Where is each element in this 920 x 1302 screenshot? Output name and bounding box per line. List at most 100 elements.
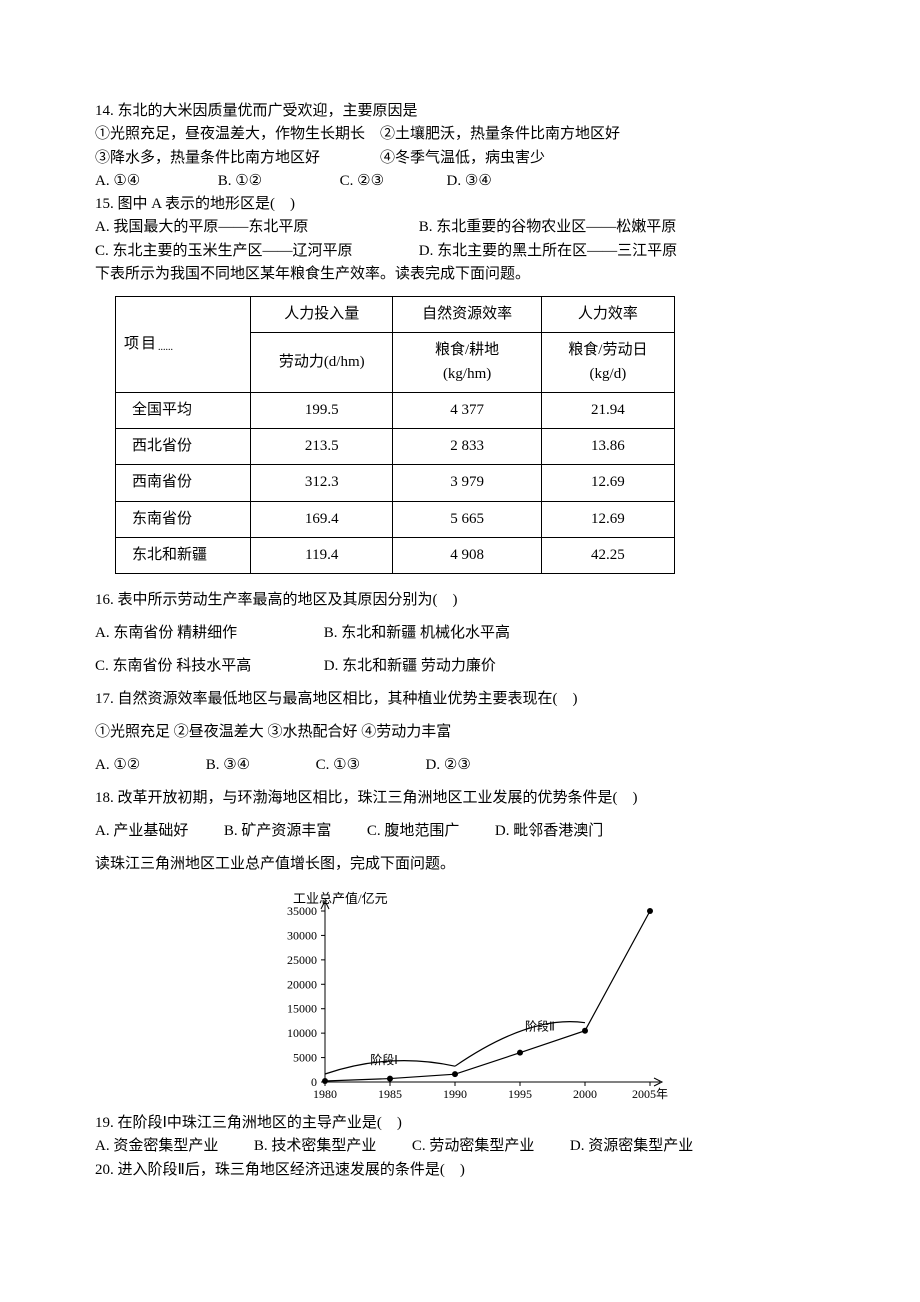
svg-text:1980: 1980 [313,1087,337,1101]
q17-opt-c: C. ①③ [316,757,360,773]
row-label: 西北省份 [116,429,251,465]
th-resource-eff: 自然资源效率 [393,297,541,333]
q16-opt-a: A. 东南省份 精耕细作 [95,617,320,650]
q14-opt-a: A. ①④ [95,173,140,189]
q15-options-row2: C. 东北主要的玉米生产区——辽河平原 D. 东北主要的黑土所在区——三江平原 [95,240,825,263]
q19-opt-c: C. 劳动密集型产业 [412,1138,535,1154]
cell: 3 979 [393,465,541,501]
q17-options: A. ①② B. ③④ C. ①③ D. ②③ [95,749,825,782]
row-label: 东北和新疆 [116,537,251,573]
q18-options: A. 产业基础好 B. 矿产资源丰富 C. 腹地范围广 D. 毗邻香港澳门 [95,815,825,848]
document-page: 14. 东北的大米因质量优而广受欢迎，主要原因是 ①光照充足，昼夜温差大，作物生… [0,0,920,1222]
table-row: 全国平均 199.5 4 377 21.94 [116,392,675,428]
cell: 213.5 [251,429,393,465]
svg-text:25000: 25000 [287,953,317,967]
cell: 169.4 [251,501,393,537]
q19-opt-d: D. 资源密集型产业 [570,1138,693,1154]
q16-opt-c: C. 东南省份 科技水平高 [95,650,320,683]
cell: 2 833 [393,429,541,465]
q15-opt-a: A. 我国最大的平原——东北平原 [95,216,415,239]
q19-stem: 19. 在阶段Ⅰ中珠江三角洲地区的主导产业是( ) [95,1112,825,1135]
q19-opt-a: A. 资金密集型产业 [95,1138,218,1154]
line-chart-svg: 工业总产值/亿元05000100001500020000250003000035… [250,889,670,1104]
cell: 4 377 [393,392,541,428]
table-intro: 下表所示为我国不同地区某年粮食生产效率。读表完成下面问题。 [95,263,825,286]
mid-questions: 16. 表中所示劳动生产率最高的地区及其原因分别为( ) A. 东南省份 精耕细… [95,584,825,881]
th-labor-unit: 劳动力(d/hm) [251,333,393,393]
svg-text:15000: 15000 [287,1002,317,1016]
svg-text:35000: 35000 [287,904,317,918]
table-row: 东北和新疆 119.4 4 908 42.25 [116,537,675,573]
q16-opt-b: B. 东北和新疆 机械化水平高 [324,625,510,641]
q16-options-row2: C. 东南省份 科技水平高 D. 东北和新疆 劳动力廉价 [95,650,825,683]
q14-opt-c: C. ②③ [340,173,384,189]
cell: 5 665 [393,501,541,537]
q15-opt-b: B. 东北重要的谷物农业区——松嫩平原 [419,219,677,235]
cell: 312.3 [251,465,393,501]
svg-text:2005年: 2005年 [632,1087,668,1101]
after-chart-questions: 19. 在阶段Ⅰ中珠江三角洲地区的主导产业是( ) A. 资金密集型产业 B. … [95,1112,825,1182]
q15-opt-c: C. 东北主要的玉米生产区——辽河平原 [95,240,415,263]
industrial-output-chart: 工业总产值/亿元05000100001500020000250003000035… [250,889,670,1104]
q19-options: A. 资金密集型产业 B. 技术密集型产业 C. 劳动密集型产业 D. 资源密集… [95,1135,825,1158]
row-label: 东南省份 [116,501,251,537]
svg-text:1985: 1985 [378,1087,402,1101]
th-labor-eff: 人力效率 [541,297,674,333]
table-corner: 项目...... [116,297,251,393]
cell: 4 908 [393,537,541,573]
q14-statements-2: ③降水多，热量条件比南方地区好 ④冬季气温低，病虫害少 [95,147,825,170]
q16-opt-d: D. 东北和新疆 劳动力廉价 [324,658,496,674]
q14-stem: 14. 东北的大米因质量优而广受欢迎，主要原因是 [95,100,825,123]
th-labor-input: 人力投入量 [251,297,393,333]
table-row: 东南省份 169.4 5 665 12.69 [116,501,675,537]
q17-stem: 17. 自然资源效率最低地区与最高地区相比，其种植业优势主要表现在( ) [95,683,825,716]
svg-text:20000: 20000 [287,977,317,991]
th-grain-land-b: (kg/hm) [443,366,491,382]
efficiency-table: 项目...... 人力投入量 自然资源效率 人力效率 劳动力(d/hm) 粮食/… [115,296,675,574]
svg-text:5000: 5000 [293,1051,317,1065]
q18-opt-c: C. 腹地范围广 [367,823,460,839]
svg-text:1990: 1990 [443,1087,467,1101]
cell: 199.5 [251,392,393,428]
th-grain-day-a: 粮食/劳动日 [568,342,647,358]
q18-opt-b: B. 矿产资源丰富 [224,823,332,839]
th-grain-land: 粮食/耕地 (kg/hm) [393,333,541,393]
th-grain-land-a: 粮食/耕地 [435,342,499,358]
cell: 21.94 [541,392,674,428]
chart-intro: 读珠江三角洲地区工业总产值增长图，完成下面问题。 [95,848,825,881]
q18-opt-a: A. 产业基础好 [95,823,188,839]
svg-text:阶段Ⅰ: 阶段Ⅰ [370,1052,398,1067]
th-grain-day: 粮食/劳动日 (kg/d) [541,333,674,393]
cell: 12.69 [541,501,674,537]
cell: 42.25 [541,537,674,573]
q16-options-row1: A. 东南省份 精耕细作 B. 东北和新疆 机械化水平高 [95,617,825,650]
cell: 13.86 [541,429,674,465]
svg-text:2000: 2000 [573,1087,597,1101]
cell: 12.69 [541,465,674,501]
q15-options-row1: A. 我国最大的平原——东北平原 B. 东北重要的谷物农业区——松嫩平原 [95,216,825,239]
cell: 119.4 [251,537,393,573]
q18-stem: 18. 改革开放初期，与环渤海地区相比，珠江三角洲地区工业发展的优势条件是( ) [95,782,825,815]
q17-opt-d: D. ②③ [426,757,471,773]
q14-statements-1: ①光照充足，昼夜温差大，作物生长期长 ②土壤肥沃，热量条件比南方地区好 [95,123,825,146]
q16-stem: 16. 表中所示劳动生产率最高的地区及其原因分别为( ) [95,584,825,617]
q20-stem: 20. 进入阶段Ⅱ后，珠三角地区经济迅速发展的条件是( ) [95,1159,825,1182]
q14-opt-d: D. ③④ [447,173,492,189]
table-corner-dots: ...... [158,342,173,353]
q14-options: A. ①④ B. ①② C. ②③ D. ③④ [95,170,825,193]
q19-opt-b: B. 技术密集型产业 [254,1138,377,1154]
q15-opt-d: D. 东北主要的黑土所在区——三江平原 [419,243,677,259]
q14-opt-b: B. ①② [218,173,262,189]
svg-text:1995: 1995 [508,1087,532,1101]
svg-text:30000: 30000 [287,928,317,942]
q18-opt-d: D. 毗邻香港澳门 [495,823,603,839]
q17-opt-a: A. ①② [95,757,140,773]
svg-text:10000: 10000 [287,1026,317,1040]
row-label: 西南省份 [116,465,251,501]
svg-text:阶段Ⅱ: 阶段Ⅱ [525,1019,555,1034]
q15-stem: 15. 图中 A 表示的地形区是( ) [95,193,825,216]
th-grain-day-b: (kg/d) [590,366,627,382]
q17-statements: ①光照充足 ②昼夜温差大 ③水热配合好 ④劳动力丰富 [95,716,825,749]
row-label: 全国平均 [116,392,251,428]
table-row: 西南省份 312.3 3 979 12.69 [116,465,675,501]
